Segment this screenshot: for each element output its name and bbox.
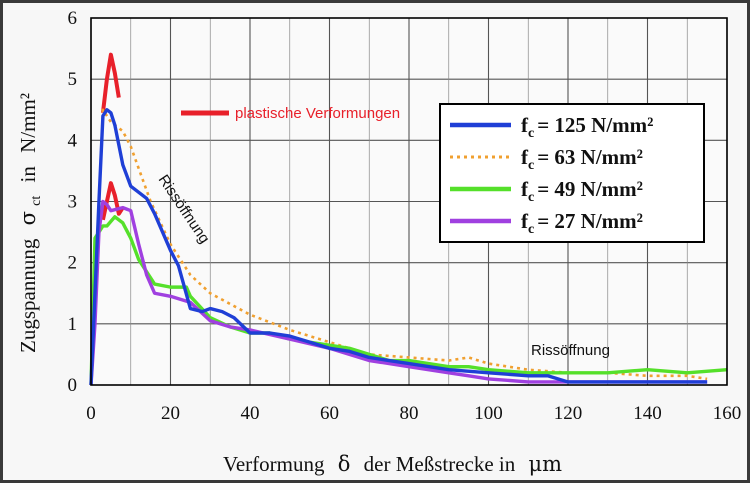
series-lines xyxy=(89,108,728,386)
y-tick-label: 1 xyxy=(68,314,78,335)
x-tick-label: 120 xyxy=(554,403,583,424)
legend: fc = 125 N/mm² fc = 63 N/mm² fc = 49 N/mm² fc =… xyxy=(439,103,705,243)
crack-annotation-2: Rissöffnung xyxy=(531,342,610,359)
y-tick-label: 2 xyxy=(68,253,78,274)
plastic-segment-1 xyxy=(100,52,121,114)
x-tick-label: 20 xyxy=(161,403,180,424)
y-tick-label: 3 xyxy=(68,192,78,213)
x-tick-label: 140 xyxy=(633,403,662,424)
series-line-4 xyxy=(89,199,708,386)
plastic-legend: plastische Verformungen xyxy=(181,105,400,122)
chart: 0 20 40 60 80 100 120 140 160 0 1 2 3 4 5 6 Verformung… xyxy=(16,8,741,476)
legend-label: fc = 125 N/mm² xyxy=(521,113,653,141)
x-tick-label: 60 xyxy=(320,403,339,424)
plastic-legend-label: plastische Verformungen xyxy=(235,105,400,122)
y-tick-labels: 0 1 2 3 4 5 6 xyxy=(68,8,78,396)
x-tick-label: 80 xyxy=(400,403,419,424)
x-tick-labels: 0 20 40 60 80 100 120 140 160 xyxy=(86,403,741,424)
x-tick-label: 160 xyxy=(713,403,742,424)
plot-border xyxy=(90,17,728,386)
legend-label: fc = 63 N/mm² xyxy=(521,145,643,173)
legend-items: fc = 125 N/mm² fc = 63 N/mm² fc = 49 N/mm² fc =… xyxy=(450,113,653,237)
y-tick-label: 0 xyxy=(68,375,78,396)
legend-label: fc = 27 N/mm² xyxy=(521,209,643,237)
x-axis-label: Verformung δ der Meßstrecke in μm xyxy=(223,452,562,476)
y-tick-label: 6 xyxy=(68,8,78,29)
y-tick-label: 5 xyxy=(68,69,78,90)
y-tick-label: 4 xyxy=(68,130,78,151)
x-tick-label: 0 xyxy=(86,403,96,424)
legend-label: fc = 49 N/mm² xyxy=(521,177,643,205)
y-axis-label: Zugspannung σ ct in N/mm² xyxy=(16,93,45,353)
x-tick-label: 100 xyxy=(474,403,503,424)
x-tick-label: 40 xyxy=(241,403,260,424)
series-line-1 xyxy=(89,108,708,386)
